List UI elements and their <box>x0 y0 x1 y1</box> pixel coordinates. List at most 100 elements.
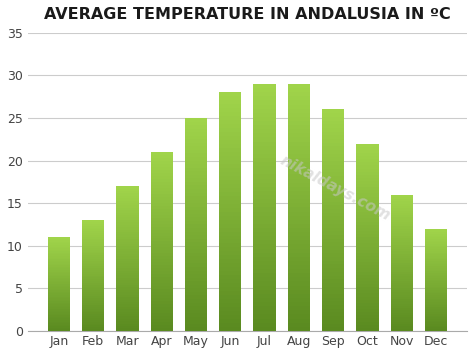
Bar <box>116 312 138 314</box>
Bar <box>254 84 276 88</box>
Bar <box>116 249 138 251</box>
Bar <box>356 306 379 309</box>
Bar <box>151 322 173 325</box>
Bar <box>322 220 344 224</box>
Bar <box>391 242 413 245</box>
Title: AVERAGE TEMPERATURE IN ANDALUSIA IN ºC: AVERAGE TEMPERATURE IN ANDALUSIA IN ºC <box>44 7 451 22</box>
Bar <box>219 279 241 283</box>
Bar <box>82 229 104 231</box>
Bar <box>322 124 344 128</box>
Bar <box>116 280 138 283</box>
Bar <box>391 217 413 220</box>
Bar <box>425 282 447 283</box>
Bar <box>425 312 447 314</box>
Bar <box>219 168 241 172</box>
Bar <box>391 213 413 215</box>
Bar <box>82 314 104 316</box>
Bar <box>82 320 104 322</box>
Bar <box>82 300 104 301</box>
Bar <box>151 170 173 173</box>
Bar <box>185 171 207 175</box>
Bar <box>116 210 138 213</box>
Bar <box>48 257 70 259</box>
Bar <box>219 156 241 160</box>
Bar <box>185 196 207 200</box>
Bar <box>254 92 276 96</box>
Bar <box>288 100 310 104</box>
Bar <box>219 172 241 176</box>
Bar <box>116 232 138 234</box>
Bar <box>151 235 173 239</box>
Bar <box>356 231 379 234</box>
Bar <box>151 161 173 164</box>
Bar <box>356 187 379 190</box>
Bar <box>322 261 344 264</box>
Bar <box>254 199 276 203</box>
Bar <box>254 220 276 224</box>
Bar <box>391 265 413 267</box>
Bar <box>391 261 413 263</box>
Bar <box>48 326 70 328</box>
Bar <box>356 143 379 147</box>
Bar <box>219 283 241 287</box>
Bar <box>219 120 241 124</box>
Bar <box>219 184 241 188</box>
Bar <box>151 313 173 316</box>
Bar <box>254 248 276 253</box>
Bar <box>254 228 276 232</box>
Bar <box>219 260 241 263</box>
Bar <box>82 255 104 257</box>
Bar <box>219 303 241 307</box>
Bar <box>48 278 70 279</box>
Bar <box>219 319 241 323</box>
Bar <box>48 281 70 283</box>
Bar <box>48 244 70 245</box>
Bar <box>254 203 276 207</box>
Bar <box>185 235 207 239</box>
Bar <box>288 253 310 257</box>
Bar <box>116 256 138 258</box>
Bar <box>356 184 379 187</box>
Bar <box>151 194 173 197</box>
Bar <box>425 235 447 237</box>
Bar <box>116 266 138 268</box>
Bar <box>48 329 70 331</box>
Bar <box>185 185 207 189</box>
Bar <box>185 203 207 207</box>
Bar <box>425 316 447 317</box>
Bar <box>322 309 344 312</box>
Bar <box>48 255 70 256</box>
Bar <box>425 321 447 322</box>
Bar <box>48 253 70 255</box>
Bar <box>185 168 207 171</box>
Bar <box>425 327 447 329</box>
Bar <box>219 275 241 279</box>
Bar <box>391 220 413 222</box>
Bar <box>254 269 276 273</box>
Bar <box>116 193 138 196</box>
Bar <box>288 121 310 125</box>
Bar <box>322 316 344 320</box>
Bar <box>185 210 207 214</box>
Bar <box>48 324 70 326</box>
Bar <box>116 251 138 254</box>
Bar <box>48 265 70 267</box>
Bar <box>116 215 138 218</box>
Bar <box>356 256 379 259</box>
Bar <box>151 310 173 313</box>
Bar <box>254 146 276 150</box>
Bar <box>254 113 276 117</box>
Bar <box>391 263 413 265</box>
Bar <box>48 283 70 284</box>
Bar <box>322 165 344 169</box>
Bar <box>322 239 344 242</box>
Bar <box>48 289 70 290</box>
Bar <box>48 298 70 300</box>
Bar <box>82 305 104 307</box>
Bar <box>288 117 310 121</box>
Bar <box>425 271 447 273</box>
Bar <box>391 301 413 304</box>
Bar <box>82 268 104 270</box>
Bar <box>151 307 173 310</box>
Bar <box>391 311 413 313</box>
